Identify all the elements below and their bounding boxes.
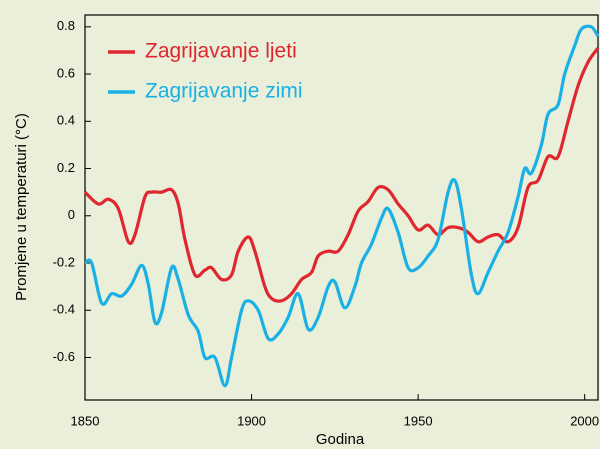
- y-tick-label: 0.4: [57, 113, 75, 128]
- plot-frame: [84, 14, 599, 401]
- line-series: [84, 24, 600, 388]
- y-tick-label: -0.6: [53, 349, 75, 364]
- y-tick-label: 0.8: [57, 18, 75, 33]
- y-tick-label: 0.6: [57, 65, 75, 80]
- y-tick-label: 0: [68, 207, 75, 222]
- x-tick-label: 1950: [404, 413, 433, 428]
- x-axis-label: Godina: [316, 431, 365, 448]
- x-tick-label: 1900: [237, 413, 266, 428]
- line-series: [83, 47, 600, 303]
- y-tick-label: -0.2: [53, 254, 75, 269]
- legend-label: Zagrijavanje ljeti: [145, 40, 297, 63]
- y-tick-label: -0.4: [53, 302, 75, 317]
- y-tick-label: 0.2: [57, 160, 75, 175]
- x-tick-label: 2000: [570, 413, 599, 428]
- x-tick-label: 1850: [71, 413, 100, 428]
- legend-label: Zagrijavanje zimi: [145, 80, 303, 103]
- y-axis-label: Promjene u temperaturi (°C): [13, 113, 30, 301]
